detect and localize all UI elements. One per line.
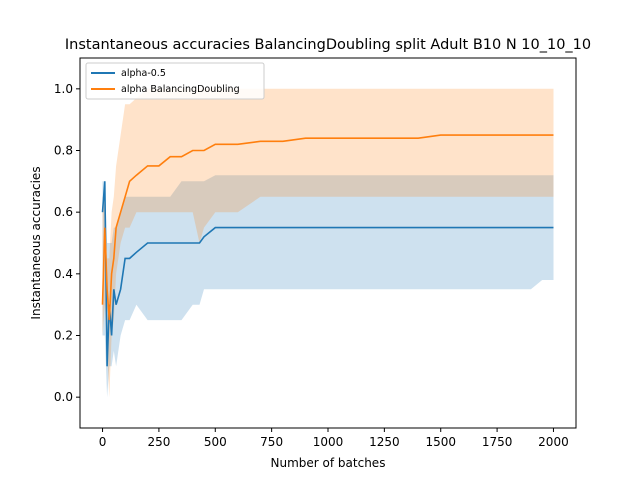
- y-tick-label: 0.8: [54, 144, 73, 158]
- y-tick-label: 0.2: [54, 329, 73, 343]
- chart-title: Instantaneous accuracies BalancingDoubli…: [65, 37, 591, 53]
- confidence-band-alpha-balancingdoubling: [102, 88, 554, 398]
- x-tick-label: 0: [99, 435, 107, 449]
- x-axis-ticks: 0 250 500 750 1000 1250 1500 1750 2000: [99, 428, 569, 449]
- y-tick-label: 1.0: [54, 82, 73, 96]
- confidence-band-alpha-0-5: [102, 175, 554, 398]
- x-tick-label: 750: [260, 435, 283, 449]
- x-tick-label: 500: [204, 435, 227, 449]
- y-tick-label: 0.0: [54, 390, 73, 404]
- x-tick-label: 1000: [313, 435, 344, 449]
- y-tick-label: 0.4: [54, 267, 73, 281]
- x-tick-label: 1250: [369, 435, 400, 449]
- legend-label-alpha-0-5: alpha-0.5: [121, 68, 166, 79]
- series-line-alpha-balancingdoubling: [101, 134, 554, 321]
- series-line-alpha-0-5: [101, 181, 554, 367]
- x-tick-label: 1750: [482, 435, 513, 449]
- y-tick-label: 0.6: [54, 205, 73, 219]
- y-axis-label: Instantaneous accuracies: [29, 166, 43, 319]
- legend-label-alpha-balancingdoubling: alpha BalancingDoubling: [121, 84, 240, 95]
- x-tick-label: 1500: [425, 435, 456, 449]
- x-tick-label: 2000: [538, 435, 569, 449]
- y-axis-ticks: 0.0 0.2 0.4 0.6 0.8 1.0: [54, 82, 80, 404]
- x-tick-label: 250: [147, 435, 170, 449]
- series-layer: [101, 88, 554, 398]
- legend: alpha-0.5 alpha BalancingDoubling: [85, 62, 265, 100]
- x-axis-label: Number of batches: [271, 456, 386, 470]
- legend-box: [85, 62, 265, 100]
